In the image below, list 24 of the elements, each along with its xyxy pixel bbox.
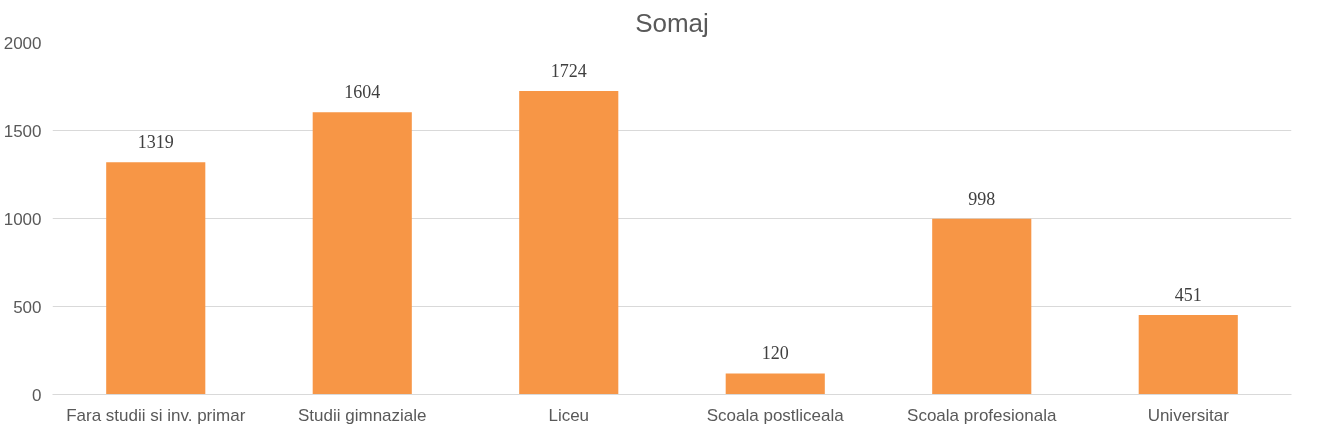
y-tick-label: 1000 xyxy=(3,209,42,229)
chart-title: Somaj xyxy=(635,7,709,38)
bar xyxy=(312,112,412,395)
y-tick-label: 0 xyxy=(32,385,42,405)
data-label: 451 xyxy=(1174,285,1202,306)
bar xyxy=(1138,315,1238,395)
bar xyxy=(725,373,825,395)
y-tick-label: 500 xyxy=(13,297,42,317)
y-tick-label: 1500 xyxy=(3,121,42,141)
bar xyxy=(106,162,206,395)
data-label: 998 xyxy=(968,188,996,209)
data-label: 1724 xyxy=(550,61,587,82)
data-label: 120 xyxy=(761,343,789,364)
data-label: 1604 xyxy=(344,82,381,103)
bar xyxy=(932,218,1032,395)
x-tick-label: Scoala profesionala xyxy=(907,405,1057,425)
x-tick-label: Liceu xyxy=(548,405,590,425)
data-label: 1319 xyxy=(137,132,174,153)
y-tick-label: 2000 xyxy=(3,33,42,53)
x-tick-label: Studii gimnaziale xyxy=(297,405,427,425)
x-tick-label: Fara studii si inv. primar xyxy=(66,405,246,425)
bar xyxy=(519,91,619,395)
x-tick-label: Scoala postliceala xyxy=(706,405,845,425)
x-tick-label: Universitar xyxy=(1147,405,1230,425)
